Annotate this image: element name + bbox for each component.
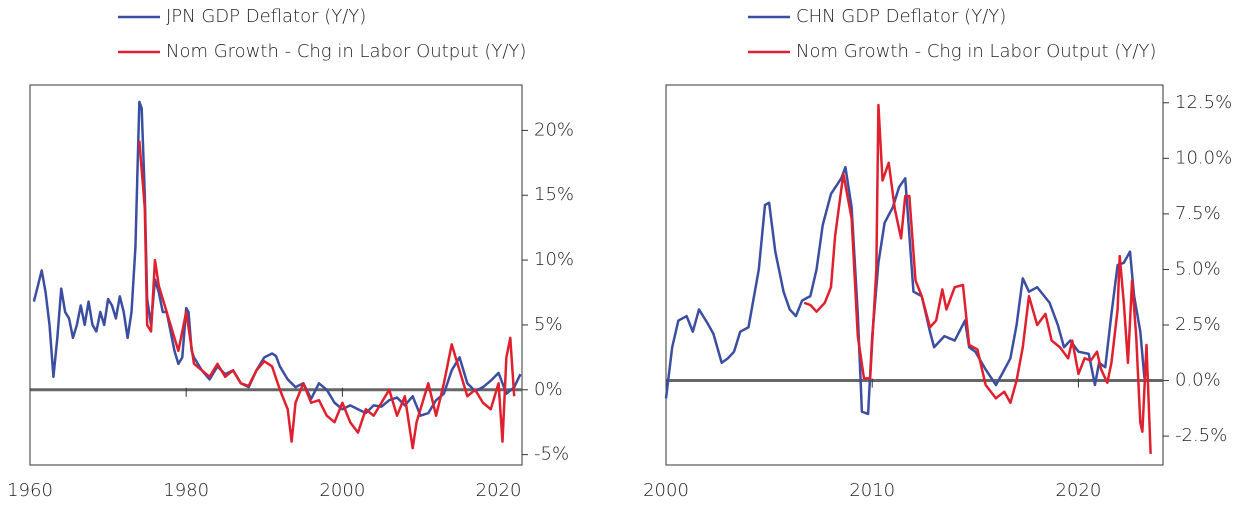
y-tick-label: -5% bbox=[534, 444, 569, 465]
y-tick-label: 0% bbox=[534, 379, 563, 400]
series-line bbox=[803, 103, 1152, 454]
x-tick-label: 1960 bbox=[7, 480, 53, 501]
legend-label: Nom Growth - Chg in Labor Output (Y/Y) bbox=[796, 41, 1156, 62]
y-tick-label: 2.5% bbox=[1175, 314, 1221, 335]
x-tick-label: 2010 bbox=[849, 480, 895, 501]
x-tick-label: 2020 bbox=[476, 480, 522, 501]
y-tick-label: 10.0% bbox=[1175, 147, 1232, 168]
plot-frame bbox=[665, 84, 1164, 466]
y-tick-label: 12.5% bbox=[1175, 92, 1232, 113]
plot-frame bbox=[29, 84, 523, 466]
x-tick-label: 2020 bbox=[1056, 480, 1102, 501]
series-line bbox=[32, 100, 522, 417]
y-tick-label: 0.0% bbox=[1175, 370, 1221, 391]
x-tick-label: 2000 bbox=[319, 480, 365, 501]
y-tick-label: 7.5% bbox=[1175, 203, 1221, 224]
x-tick-label: 1980 bbox=[163, 480, 209, 501]
y-tick-label: -2.5% bbox=[1175, 425, 1227, 446]
y-tick-label: 5% bbox=[534, 314, 563, 335]
y-tick-label: 5.0% bbox=[1175, 258, 1221, 279]
legend-label: Nom Growth - Chg in Labor Output (Y/Y) bbox=[166, 41, 526, 62]
y-tick-label: 15% bbox=[534, 184, 574, 205]
y-tick-label: 20% bbox=[534, 119, 574, 140]
legend-label: JPN GDP Deflator (Y/Y) bbox=[166, 6, 366, 27]
series-line bbox=[138, 140, 516, 450]
y-tick-label: 10% bbox=[534, 249, 574, 270]
x-tick-label: 2000 bbox=[643, 480, 689, 501]
legend-label: CHN GDP Deflator (Y/Y) bbox=[796, 6, 1006, 27]
